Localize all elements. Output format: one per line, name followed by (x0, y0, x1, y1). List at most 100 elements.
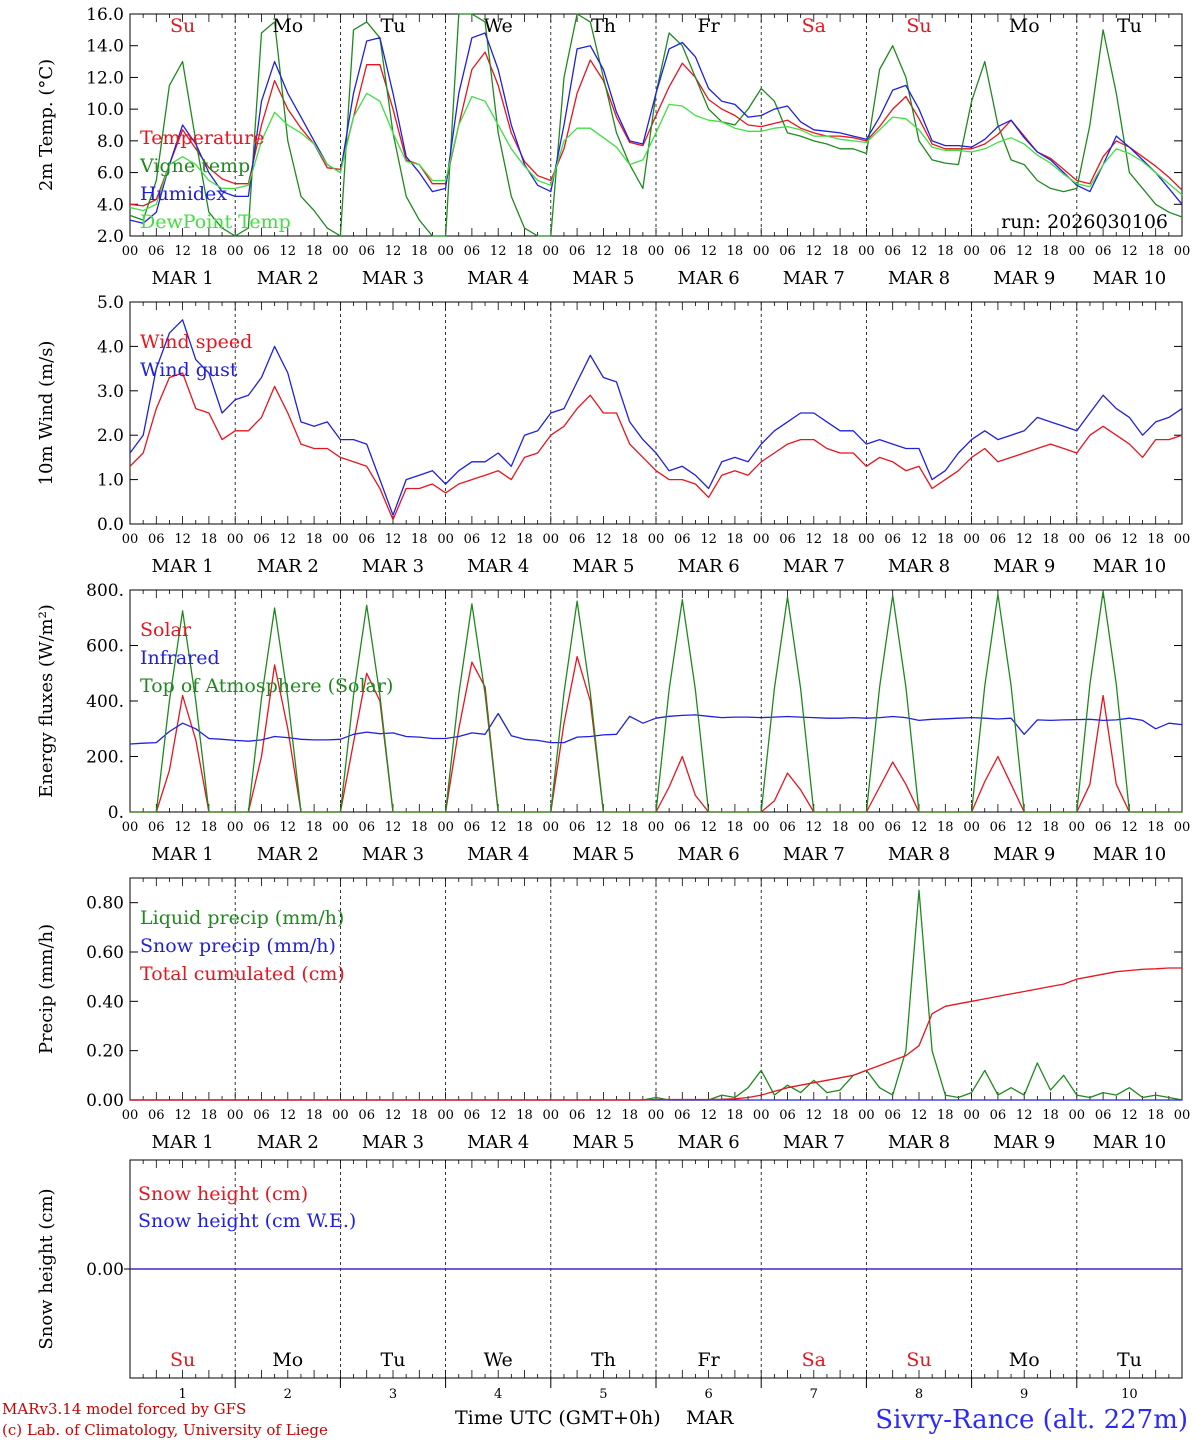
temp-y-tick-label: 8.0 (97, 132, 124, 152)
wind-series-wind-gust (129, 319, 1183, 516)
temp-y-tick-label: 10.0 (86, 100, 124, 120)
temp-date-label: MAR 1 (152, 268, 214, 289)
precip-date-label: MAR 2 (257, 1132, 319, 1153)
energy-hour-label: 06 (569, 820, 586, 835)
day-number-label: 8 (915, 1387, 923, 1402)
temp-series-temperature (129, 51, 1183, 207)
temp-hour-label: 12 (806, 244, 823, 259)
weekday-label-top: Th (591, 15, 616, 37)
temp-hour-label: 06 (253, 244, 270, 259)
wind-hour-label: 12 (700, 532, 717, 547)
temp-hour-label: 12 (700, 244, 717, 259)
temp-hour-label: 18 (201, 244, 218, 259)
energy-hour-label: 18 (201, 820, 218, 835)
energy-hour-label: 18 (1042, 820, 1059, 835)
temp-hour-label: 18 (1147, 244, 1164, 259)
precip-hour-label: 12 (174, 1108, 191, 1123)
temp-date-label: MAR 4 (467, 268, 529, 289)
wind-date-label: MAR 10 (1093, 556, 1167, 577)
snow-legend-item: Snow height (cm) (138, 1183, 308, 1205)
temp-hour-label: 00 (1174, 244, 1191, 259)
precip-y-axis-title: Precip (mm/h) (36, 924, 57, 1054)
temp-y-tick-label: 14.0 (86, 37, 124, 57)
energy-date-label: MAR 5 (572, 844, 634, 865)
energy-date-label: MAR 6 (678, 844, 740, 865)
wind-hour-label: 18 (832, 532, 849, 547)
wind-hour-label: 06 (148, 532, 165, 547)
energy-legend-item: Top of Atmosphere (Solar) (140, 675, 393, 697)
weekday-label-top: Fr (697, 15, 720, 37)
energy-date-label: MAR 1 (152, 844, 214, 865)
temp-hour-label: 18 (411, 244, 428, 259)
weekday-label-bottom: Tu (381, 1349, 406, 1371)
precip-hour-label: 18 (1147, 1108, 1164, 1123)
wind-hour-label: 06 (674, 532, 691, 547)
precip-hour-label: 18 (621, 1108, 638, 1123)
energy-legend-item: Solar (140, 619, 192, 641)
energy-hour-label: 06 (779, 820, 796, 835)
wind-date-label: MAR 8 (888, 556, 950, 577)
energy-y-tick-label: 400. (86, 692, 124, 712)
snow-y-tick-label: 0.00 (86, 1260, 124, 1280)
wind-hour-label: 00 (437, 532, 454, 547)
precip-hour-label: 12 (1016, 1108, 1033, 1123)
temp-hour-label: 06 (569, 244, 586, 259)
temp-date-label: MAR 5 (572, 268, 634, 289)
energy-hour-label: 00 (122, 820, 139, 835)
precip-hour-label: 00 (963, 1108, 980, 1123)
wind-date-label: MAR 2 (257, 556, 319, 577)
precip-hour-label: 06 (253, 1108, 270, 1123)
weekday-label-top: Sa (802, 15, 826, 37)
wind-date-label: MAR 3 (362, 556, 424, 577)
energy-hour-label: 00 (1174, 820, 1191, 835)
weekday-label-top: Mo (272, 15, 303, 37)
wind-hour-label: 00 (543, 532, 560, 547)
energy-hour-label: 18 (621, 820, 638, 835)
precip-hour-label: 06 (358, 1108, 375, 1123)
temp-hour-label: 06 (990, 244, 1007, 259)
temp-hour-label: 00 (437, 244, 454, 259)
energy-hour-label: 12 (911, 820, 928, 835)
precip-hour-label: 18 (516, 1108, 533, 1123)
precip-date-label: MAR 4 (467, 1132, 529, 1153)
temp-y-axis-title: 2m Temp. (°C) (36, 59, 57, 191)
precip-hour-label: 12 (490, 1108, 507, 1123)
temp-hour-label: 00 (543, 244, 560, 259)
energy-y-axis-title: Energy fluxes (W/m²) (36, 604, 57, 798)
temp-hour-label: 12 (595, 244, 612, 259)
energy-hour-label: 18 (832, 820, 849, 835)
weekday-label-bottom: Su (170, 1349, 195, 1371)
wind-hour-label: 18 (621, 532, 638, 547)
temp-legend-item: DewPoint Temp (140, 211, 291, 233)
wind-y-axis-title: 10m Wind (m/s) (36, 341, 57, 486)
wind-date-label: MAR 4 (467, 556, 529, 577)
temp-hour-label: 18 (937, 244, 954, 259)
precip-hour-label: 00 (122, 1108, 139, 1123)
wind-hour-label: 00 (332, 532, 349, 547)
precip-hour-label: 00 (437, 1108, 454, 1123)
precip-date-label: MAR 5 (572, 1132, 634, 1153)
wind-hour-label: 12 (280, 532, 297, 547)
energy-hour-label: 12 (595, 820, 612, 835)
temp-series-dewpoint-temp (129, 92, 1183, 212)
temp-hour-label: 18 (306, 244, 323, 259)
run-label: run: 2026030106 (1001, 211, 1168, 233)
wind-hour-label: 12 (1016, 532, 1033, 547)
precip-hour-label: 18 (1042, 1108, 1059, 1123)
snow-y-axis-title: Snow height (cm) (36, 1188, 57, 1349)
temp-hour-label: 12 (1016, 244, 1033, 259)
precip-date-label: MAR 10 (1093, 1132, 1167, 1153)
wind-hour-label: 00 (1174, 532, 1191, 547)
wind-hour-label: 00 (227, 532, 244, 547)
wind-hour-label: 06 (1095, 532, 1112, 547)
precip-y-tick-label: 0.40 (86, 992, 124, 1012)
precip-hour-label: 00 (332, 1108, 349, 1123)
energy-y-tick-label: 200. (86, 748, 124, 768)
energy-date-label: MAR 9 (993, 844, 1055, 865)
temp-hour-label: 12 (385, 244, 402, 259)
weekday-label-bottom: Mo (272, 1349, 303, 1371)
wind-hour-label: 00 (122, 532, 139, 547)
wind-hour-label: 18 (201, 532, 218, 547)
temp-hour-label: 18 (516, 244, 533, 259)
